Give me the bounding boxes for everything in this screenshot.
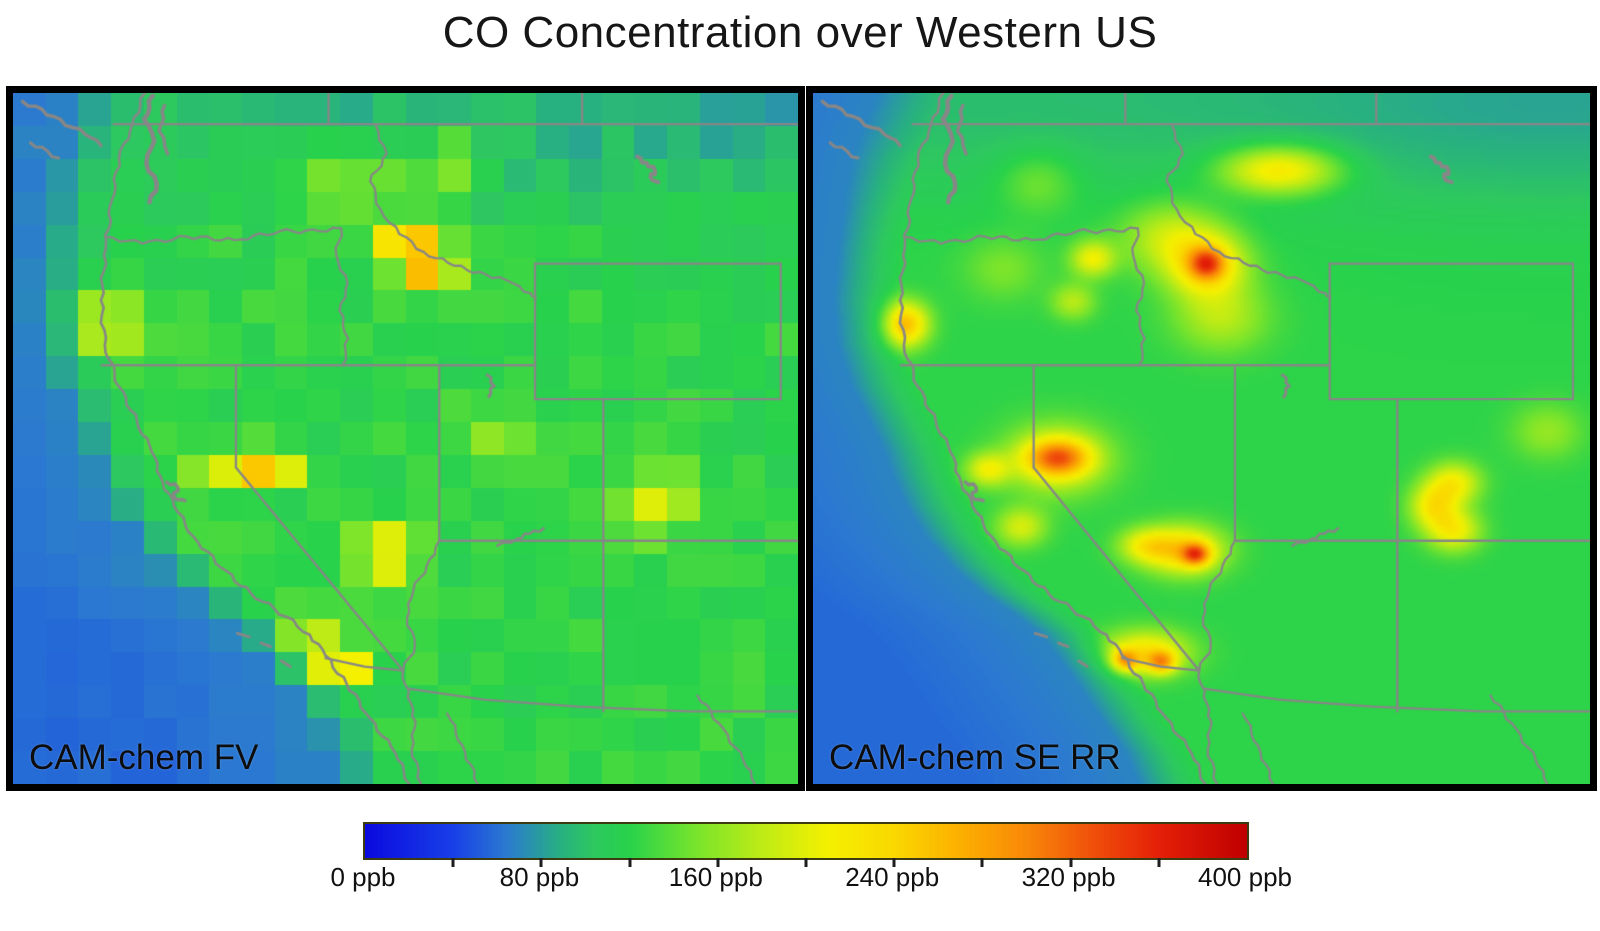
colorbar-tick [628,858,632,867]
colorbar [363,822,1249,867]
colorbar-tick [804,858,808,867]
colorbar-tick-label: 160 ppb [668,862,763,892]
colorbar-tick [980,858,984,867]
colorbar-tick [1069,858,1073,867]
map-canvas-fv [13,93,798,784]
panel-cam-chem-fv: CAM-chem FV [6,86,805,791]
colorbar-labels: 0 ppb 80 ppb 160 ppb 240 ppb 320 ppb 400 ppb [330,862,1292,896]
figure-title: CO Concentration over Western US [442,8,1158,57]
panel-label-fv: CAM-chem FV [29,738,259,777]
colorbar-tick-label: 0 ppb [330,862,396,892]
colorbar-tick [716,858,720,867]
colorbar-tick [892,858,896,867]
panel-cam-chem-se-rr: CAM-chem SE RR [806,86,1597,791]
colorbar-gradient-canvas [365,824,1247,858]
colorbar-tick-label: 240 ppb [845,862,940,892]
colorbar-tick-label: 320 ppb [1021,862,1116,892]
panel-label-se-rr: CAM-chem SE RR [829,738,1121,777]
colorbar-tick [451,858,455,867]
map-canvas-se-rr [813,93,1590,784]
colorbar-tick [539,858,543,867]
colorbar-tick [1157,858,1161,867]
colorbar-tick-label: 400 ppb [1198,862,1292,892]
colorbar-tick-label: 80 ppb [499,862,580,892]
